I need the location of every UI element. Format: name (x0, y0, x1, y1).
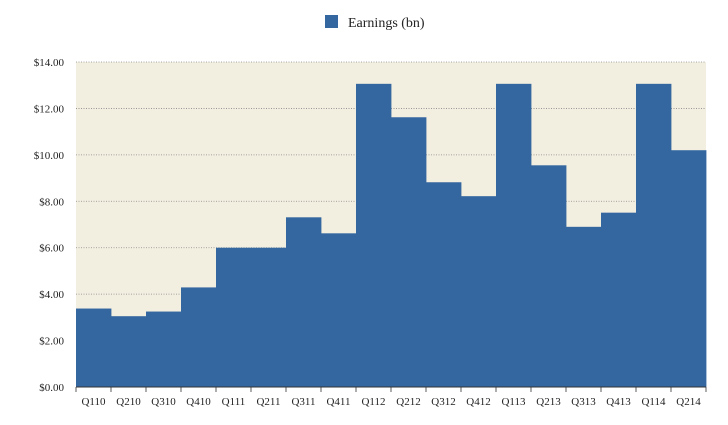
y-tick-label: $14.00 (34, 57, 65, 69)
bar-q114 (636, 83, 672, 388)
bar-q312 (426, 182, 462, 387)
bar-q210 (111, 316, 147, 387)
y-tick-label: $2.00 (39, 336, 64, 348)
x-tick-label: Q111 (222, 396, 246, 408)
legend: Earnings (bn) (325, 15, 425, 31)
x-axis-ticks: Q110 Q210 Q310 Q410 Q111 Q211 Q311 Q411 Q112 Q212… (75, 387, 707, 408)
x-tick-label: Q114 (641, 396, 666, 408)
y-tick-label: $8.00 (39, 196, 64, 208)
bar-q412 (461, 196, 497, 387)
bar-q311 (286, 217, 322, 387)
x-tick-label: Q411 (326, 396, 350, 408)
y-axis-ticks: $0.00 $2.00 $4.00 $6.00 $8.00 $10.00 $12.00 $14… (34, 57, 65, 394)
bar-q411 (321, 233, 357, 387)
x-tick-label: Q310 (151, 396, 176, 408)
bar-q310 (146, 311, 182, 387)
legend-label: Earnings (bn) (348, 16, 425, 31)
x-tick-label: Q113 (501, 396, 526, 408)
x-tick-label: Q413 (606, 396, 631, 408)
x-tick-label: Q312 (431, 396, 455, 408)
bar-q413 (601, 212, 637, 387)
bar-q213 (531, 165, 567, 387)
y-tick-label: $6.00 (39, 243, 64, 255)
y-tick-label: $10.00 (34, 150, 65, 162)
x-tick-label: Q210 (116, 396, 141, 408)
x-tick-label: Q211 (256, 396, 280, 408)
bar-q211 (251, 247, 287, 387)
x-tick-label: Q212 (396, 396, 420, 408)
x-tick-label: Q110 (81, 396, 106, 408)
x-tick-label: Q311 (291, 396, 315, 408)
y-tick-label: $12.00 (34, 103, 65, 115)
bar-q110 (76, 308, 112, 387)
bars (76, 83, 707, 388)
bar-q212 (391, 117, 427, 387)
x-tick-label: Q313 (571, 396, 596, 408)
bar-q113 (496, 83, 532, 388)
bar-q111 (216, 247, 252, 387)
legend-swatch (325, 15, 338, 28)
x-tick-label: Q214 (676, 396, 701, 408)
bar-q313 (566, 226, 602, 387)
x-tick-label: Q412 (466, 396, 490, 408)
bar-q112 (356, 83, 392, 388)
y-tick-label: $0.00 (39, 382, 64, 394)
x-tick-label: Q410 (186, 396, 211, 408)
x-tick-label: Q213 (536, 396, 561, 408)
y-tick-label: $4.00 (39, 289, 64, 301)
bar-q214 (671, 150, 707, 387)
bar-q410 (181, 287, 217, 387)
x-tick-label: Q112 (361, 396, 385, 408)
